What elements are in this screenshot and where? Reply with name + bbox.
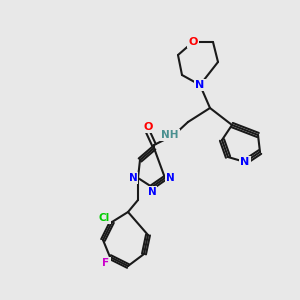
Text: O: O (188, 37, 198, 47)
Text: N: N (240, 157, 250, 167)
Text: Cl: Cl (98, 213, 110, 223)
Text: NH: NH (161, 130, 179, 140)
Text: N: N (195, 80, 205, 90)
Text: N: N (166, 173, 174, 183)
Text: O: O (143, 122, 153, 132)
Text: N: N (148, 187, 156, 197)
Text: F: F (102, 258, 110, 268)
Text: N: N (129, 173, 137, 183)
